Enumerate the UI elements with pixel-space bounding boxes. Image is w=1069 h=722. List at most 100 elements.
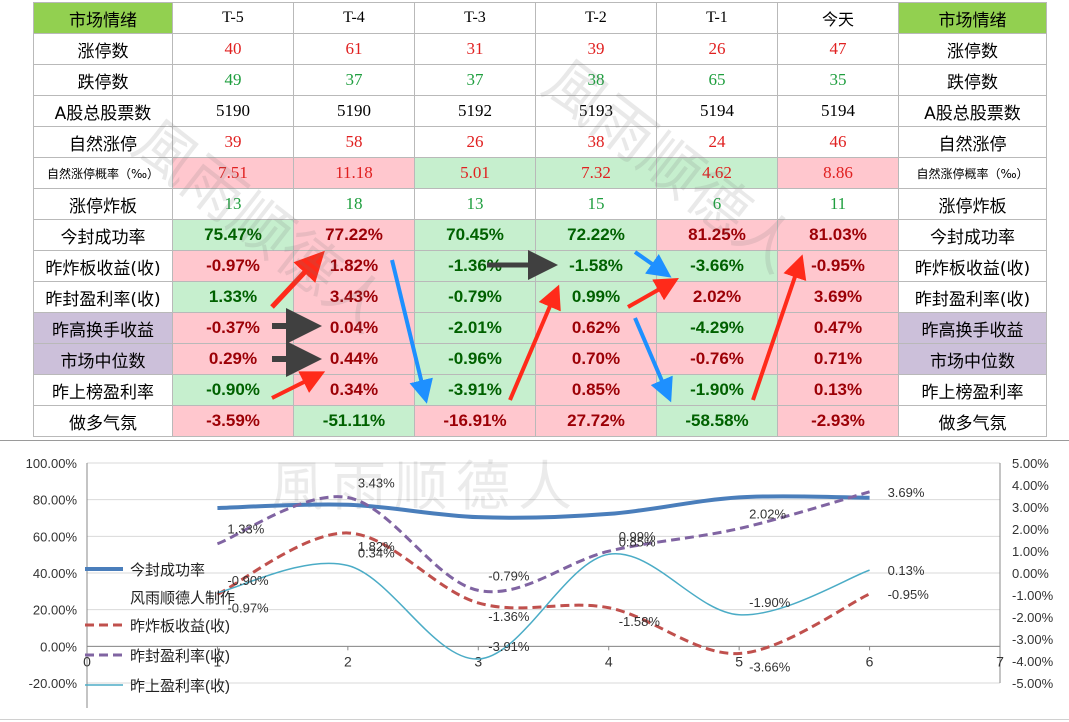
row-label-cell-right[interactable]: 自然涨停 [898, 126, 1047, 158]
value-cell[interactable]: -3.66% [656, 250, 778, 282]
value-cell[interactable]: -0.96% [414, 343, 536, 375]
value-cell[interactable]: -0.97% [172, 250, 294, 282]
value-cell[interactable]: -1.90% [656, 374, 778, 406]
header-day-cell[interactable]: T-2 [535, 2, 657, 34]
row-label-cell-right[interactable]: 昨炸板收益(收) [898, 250, 1047, 282]
value-cell[interactable]: 72.22% [535, 219, 657, 251]
value-cell[interactable]: -2.93% [777, 405, 899, 437]
value-cell[interactable]: 39 [535, 33, 657, 65]
value-cell[interactable]: 11 [777, 188, 899, 220]
value-cell[interactable]: 5193 [535, 95, 657, 127]
value-cell[interactable]: 58 [293, 126, 415, 158]
value-cell[interactable]: 77.22% [293, 219, 415, 251]
value-cell[interactable]: 1.82% [293, 250, 415, 282]
value-cell[interactable]: 0.44% [293, 343, 415, 375]
row-label-cell-right[interactable]: 昨高换手收益 [898, 312, 1047, 344]
value-cell[interactable]: 37 [293, 64, 415, 96]
row-label-cell-right[interactable]: 今封成功率 [898, 219, 1047, 251]
header-day-cell[interactable]: T-5 [172, 2, 294, 34]
value-cell[interactable]: 0.34% [293, 374, 415, 406]
row-label-cell-right[interactable]: 做多气氛 [898, 405, 1047, 437]
value-cell[interactable]: 35 [777, 64, 899, 96]
row-label-cell[interactable]: 自然涨停 [33, 126, 173, 158]
header-day-cell[interactable]: T-4 [293, 2, 415, 34]
value-cell[interactable]: 39 [172, 126, 294, 158]
row-label-cell[interactable]: 做多气氛 [33, 405, 173, 437]
value-cell[interactable]: 0.29% [172, 343, 294, 375]
value-cell[interactable]: 5194 [656, 95, 778, 127]
value-cell[interactable]: 18 [293, 188, 415, 220]
value-cell[interactable]: -2.01% [414, 312, 536, 344]
value-cell[interactable]: 26 [414, 126, 536, 158]
value-cell[interactable]: -4.29% [656, 312, 778, 344]
value-cell[interactable]: 2.02% [656, 281, 778, 313]
value-cell[interactable]: 11.18 [293, 157, 415, 189]
value-cell[interactable]: 75.47% [172, 219, 294, 251]
value-cell[interactable]: -0.95% [777, 250, 899, 282]
value-cell[interactable]: 65 [656, 64, 778, 96]
value-cell[interactable]: 15 [535, 188, 657, 220]
value-cell[interactable]: 31 [414, 33, 536, 65]
row-label-cell[interactable]: 自然涨停概率（‰） [33, 157, 173, 189]
value-cell[interactable]: -0.76% [656, 343, 778, 375]
value-cell[interactable]: -0.37% [172, 312, 294, 344]
header-day-cell[interactable]: T-3 [414, 2, 536, 34]
row-label-cell-right[interactable]: 昨封盈利率(收) [898, 281, 1047, 313]
value-cell[interactable]: 13 [414, 188, 536, 220]
value-cell[interactable]: 37 [414, 64, 536, 96]
value-cell[interactable]: 0.47% [777, 312, 899, 344]
value-cell[interactable]: 3.69% [777, 281, 899, 313]
value-cell[interactable]: 13 [172, 188, 294, 220]
value-cell[interactable]: 70.45% [414, 219, 536, 251]
row-label-cell[interactable]: 涨停数 [33, 33, 173, 65]
value-cell[interactable]: 0.85% [535, 374, 657, 406]
value-cell[interactable]: -1.36% [414, 250, 536, 282]
value-cell[interactable]: -1.58% [535, 250, 657, 282]
value-cell[interactable]: 0.99% [535, 281, 657, 313]
value-cell[interactable]: 5190 [172, 95, 294, 127]
value-cell[interactable]: 27.72% [535, 405, 657, 437]
value-cell[interactable]: -58.58% [656, 405, 778, 437]
value-cell[interactable]: 5194 [777, 95, 899, 127]
value-cell[interactable]: 1.33% [172, 281, 294, 313]
row-label-cell[interactable]: 昨上榜盈利率 [33, 374, 173, 406]
value-cell[interactable]: 5.01 [414, 157, 536, 189]
value-cell[interactable]: -16.91% [414, 405, 536, 437]
value-cell[interactable]: 0.62% [535, 312, 657, 344]
value-cell[interactable]: 0.70% [535, 343, 657, 375]
value-cell[interactable]: 61 [293, 33, 415, 65]
value-cell[interactable]: 7.32 [535, 157, 657, 189]
value-cell[interactable]: 38 [535, 126, 657, 158]
value-cell[interactable]: 38 [535, 64, 657, 96]
value-cell[interactable]: 24 [656, 126, 778, 158]
row-label-cell[interactable]: 涨停炸板 [33, 188, 173, 220]
value-cell[interactable]: 40 [172, 33, 294, 65]
value-cell[interactable]: 3.43% [293, 281, 415, 313]
value-cell[interactable]: 26 [656, 33, 778, 65]
value-cell[interactable]: 5192 [414, 95, 536, 127]
row-label-cell-right[interactable]: 昨上榜盈利率 [898, 374, 1047, 406]
row-label-cell[interactable]: 市场中位数 [33, 343, 173, 375]
header-day-cell[interactable]: T-1 [656, 2, 778, 34]
value-cell[interactable]: 0.71% [777, 343, 899, 375]
header-label-cell[interactable]: 市场情绪 [898, 2, 1047, 34]
value-cell[interactable]: 7.51 [172, 157, 294, 189]
value-cell[interactable]: 47 [777, 33, 899, 65]
value-cell[interactable]: 81.03% [777, 219, 899, 251]
row-label-cell[interactable]: A股总股票数 [33, 95, 173, 127]
value-cell[interactable]: -0.90% [172, 374, 294, 406]
header-day-cell[interactable]: 今天 [777, 2, 899, 34]
row-label-cell-right[interactable]: 涨停炸板 [898, 188, 1047, 220]
header-label-cell[interactable]: 市场情绪 [33, 2, 173, 34]
value-cell[interactable]: 49 [172, 64, 294, 96]
row-label-cell[interactable]: 昨高换手收益 [33, 312, 173, 344]
value-cell[interactable]: 0.04% [293, 312, 415, 344]
value-cell[interactable]: -0.79% [414, 281, 536, 313]
value-cell[interactable]: -3.59% [172, 405, 294, 437]
row-label-cell[interactable]: 今封成功率 [33, 219, 173, 251]
value-cell[interactable]: 8.86 [777, 157, 899, 189]
row-label-cell-right[interactable]: 跌停数 [898, 64, 1047, 96]
value-cell[interactable]: 6 [656, 188, 778, 220]
value-cell[interactable]: 81.25% [656, 219, 778, 251]
row-label-cell[interactable]: 跌停数 [33, 64, 173, 96]
